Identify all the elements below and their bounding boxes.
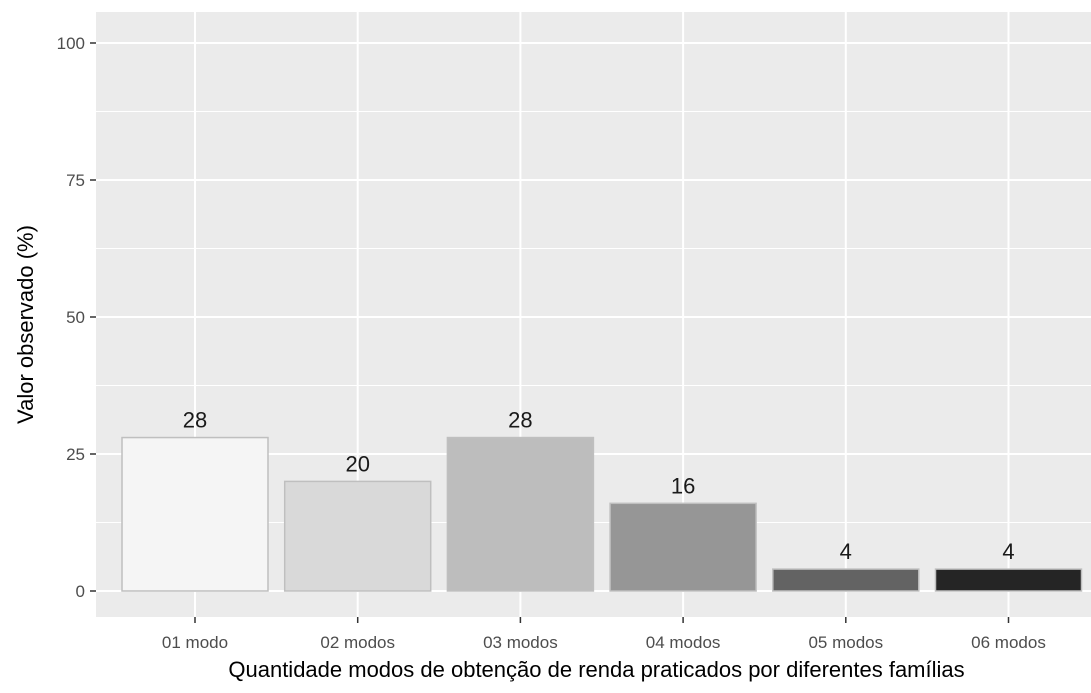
bar-1 — [121, 436, 269, 592]
bar-2 — [283, 480, 432, 592]
x-axis-title: Quantidade modos de obtenção de renda pr… — [228, 657, 964, 682]
y-axis: 0 25 50 75 100 — [57, 34, 96, 601]
x-tick-label: 02 modos — [320, 633, 395, 652]
x-tick-label: 01 modo — [162, 633, 228, 652]
x-tick-label: 03 modos — [483, 633, 558, 652]
x-tick-label: 04 modos — [646, 633, 721, 652]
data-label-4: 16 — [671, 473, 695, 498]
y-tick-label: 75 — [66, 171, 85, 190]
data-label-1: 28 — [183, 408, 207, 433]
data-labels: 28 20 28 16 4 4 — [183, 408, 1015, 565]
y-tick-label: 100 — [57, 34, 85, 53]
x-axis: 01 modo 02 modos 03 modos 04 modos 05 modos 0… — [162, 617, 1046, 652]
y-axis-title: Valor observado (%) — [13, 225, 38, 424]
y-tick-label: 0 — [76, 582, 85, 601]
data-label-3: 28 — [508, 408, 532, 433]
bars — [121, 436, 1083, 592]
bar-3 — [446, 436, 595, 592]
data-label-6: 4 — [1002, 539, 1014, 564]
bar-6 — [934, 568, 1083, 592]
data-label-5: 4 — [840, 539, 852, 564]
x-tick-label: 06 modos — [971, 633, 1046, 652]
y-tick-label: 50 — [66, 308, 85, 327]
bar-4 — [609, 502, 757, 592]
y-tick-label: 25 — [66, 445, 85, 464]
x-tick-label: 05 modos — [808, 633, 883, 652]
data-label-2: 20 — [345, 451, 369, 476]
bar-5 — [772, 568, 920, 592]
